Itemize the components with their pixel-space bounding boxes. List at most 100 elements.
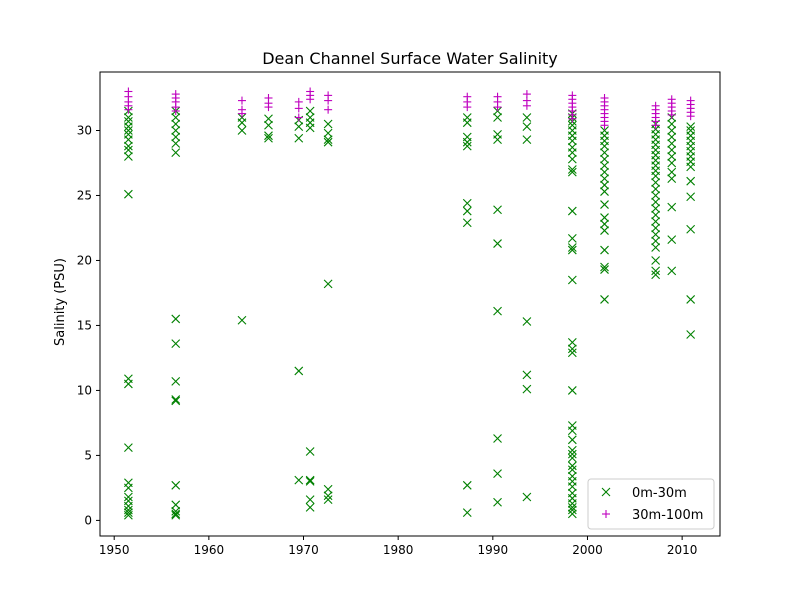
data-point-series-0 bbox=[567, 435, 577, 445]
data-point-series-0 bbox=[651, 230, 661, 239]
data-point-series-0 bbox=[522, 135, 532, 144]
data-point-series-0 bbox=[522, 492, 532, 502]
data-point-series-0 bbox=[600, 245, 609, 255]
legend-frame bbox=[587, 478, 715, 530]
data-point-series-0 bbox=[493, 205, 502, 215]
data-point-series-0 bbox=[462, 198, 472, 208]
data-point-series-0 bbox=[323, 128, 333, 138]
data-point-series-0 bbox=[124, 189, 133, 199]
data-point-series-0 bbox=[651, 197, 661, 207]
data-point-series-0 bbox=[323, 135, 333, 144]
data-point-series-0 bbox=[651, 243, 661, 252]
data-point-series-0 bbox=[600, 295, 609, 304]
data-point-series-0 bbox=[567, 461, 577, 471]
data-point-series-0 bbox=[600, 262, 609, 272]
data-point-series-0 bbox=[237, 315, 247, 325]
data-point-series-0 bbox=[124, 501, 133, 511]
data-point-series-0 bbox=[567, 165, 577, 174]
legend-label-0: 0m-30m bbox=[632, 486, 687, 501]
data-point-series-0 bbox=[323, 137, 333, 147]
data-point-series-0 bbox=[522, 384, 532, 394]
data-point-series-0 bbox=[305, 106, 315, 116]
data-point-series-0 bbox=[171, 510, 181, 520]
data-point-series-0 bbox=[567, 505, 577, 515]
data-point-series-0 bbox=[124, 379, 133, 389]
data-point-series-1 bbox=[568, 114, 577, 123]
data-point-series-0 bbox=[667, 158, 677, 168]
data-point-series-1 bbox=[171, 106, 180, 115]
data-point-series-1 bbox=[651, 121, 660, 130]
data-point-series-0 bbox=[567, 348, 577, 358]
data-point-series-0 bbox=[567, 482, 577, 491]
data-point-series-0 bbox=[567, 445, 577, 455]
data-point-series-0 bbox=[600, 161, 609, 170]
legend: 0m-30m 30m-100m bbox=[587, 478, 715, 530]
data-point-series-0 bbox=[651, 184, 661, 194]
data-point-series-0 bbox=[600, 187, 609, 196]
x-tick-label: 1990 bbox=[478, 543, 509, 557]
data-point-series-0 bbox=[667, 152, 677, 161]
data-point-series-0 bbox=[124, 492, 133, 502]
y-tick-label: 15 bbox=[77, 318, 92, 332]
data-point-series-0 bbox=[567, 245, 577, 255]
data-point-series-0 bbox=[667, 119, 677, 129]
data-point-series-0 bbox=[171, 119, 181, 129]
data-point-series-0 bbox=[323, 484, 333, 494]
x-tick-label: 1980 bbox=[383, 543, 414, 557]
data-point-series-0 bbox=[667, 266, 677, 276]
x-tick-label: 2000 bbox=[572, 543, 603, 557]
data-point-series-1 bbox=[324, 96, 333, 105]
data-point-series-0 bbox=[305, 495, 315, 504]
data-point-series-0 bbox=[462, 118, 472, 128]
data-point-series-0 bbox=[124, 510, 133, 520]
data-point-series-0 bbox=[651, 191, 661, 200]
data-point-series-0 bbox=[462, 206, 472, 216]
data-point-series-0 bbox=[651, 223, 661, 233]
data-point-series-0 bbox=[323, 119, 333, 129]
data-point-series-0 bbox=[567, 449, 577, 459]
data-point-series-0 bbox=[667, 174, 677, 183]
data-point-series-1 bbox=[324, 105, 333, 114]
data-point-series-0 bbox=[522, 370, 532, 380]
data-point-series-1 bbox=[294, 113, 303, 122]
axis-ticks: 1950 1960 1970 1980 1990 2000 2010 0 5 10 15 20 25 30 bbox=[77, 123, 698, 557]
plot-area-frame bbox=[99, 71, 721, 537]
data-point-series-0 bbox=[171, 395, 181, 404]
data-point-series-0 bbox=[264, 120, 273, 130]
data-point-series-0 bbox=[171, 376, 181, 386]
data-point-series-0 bbox=[600, 265, 609, 274]
data-point-series-0 bbox=[462, 480, 472, 490]
data-point-series-0 bbox=[600, 200, 609, 209]
data-point-series-0 bbox=[667, 126, 677, 135]
data-point-series-0 bbox=[651, 204, 661, 213]
data-point-series-0 bbox=[567, 275, 577, 285]
data-point-series-1 bbox=[463, 103, 472, 112]
data-point-series-0 bbox=[651, 210, 661, 220]
data-point-series-0 bbox=[237, 126, 247, 135]
x-tick-label: 1960 bbox=[194, 543, 225, 557]
data-point-series-0 bbox=[567, 136, 577, 146]
data-point-series-0 bbox=[567, 503, 577, 512]
data-point-series-0 bbox=[567, 206, 577, 216]
data-point-series-0 bbox=[567, 453, 577, 463]
y-tick-label: 0 bbox=[84, 513, 92, 527]
data-point-series-1 bbox=[264, 103, 273, 112]
data-point-series-1 bbox=[667, 110, 676, 119]
data-point-series-0 bbox=[493, 135, 502, 144]
data-point-series-0 bbox=[493, 469, 502, 479]
data-point-series-0 bbox=[667, 167, 677, 177]
data-point-series-0 bbox=[493, 497, 502, 507]
data-point-series-0 bbox=[462, 218, 472, 228]
data-point-series-0 bbox=[600, 148, 609, 157]
data-point-series-1 bbox=[686, 112, 695, 121]
x-tick-label: 2010 bbox=[667, 543, 698, 557]
data-point-series-0 bbox=[600, 174, 609, 183]
data-point-series-0 bbox=[462, 141, 472, 151]
data-point-series-0 bbox=[567, 509, 577, 519]
data-point-series-0 bbox=[124, 122, 133, 131]
data-point-series-0 bbox=[493, 306, 502, 316]
data-point-series-0 bbox=[686, 330, 696, 339]
data-point-series-0 bbox=[567, 167, 577, 177]
data-point-series-0 bbox=[493, 434, 502, 443]
